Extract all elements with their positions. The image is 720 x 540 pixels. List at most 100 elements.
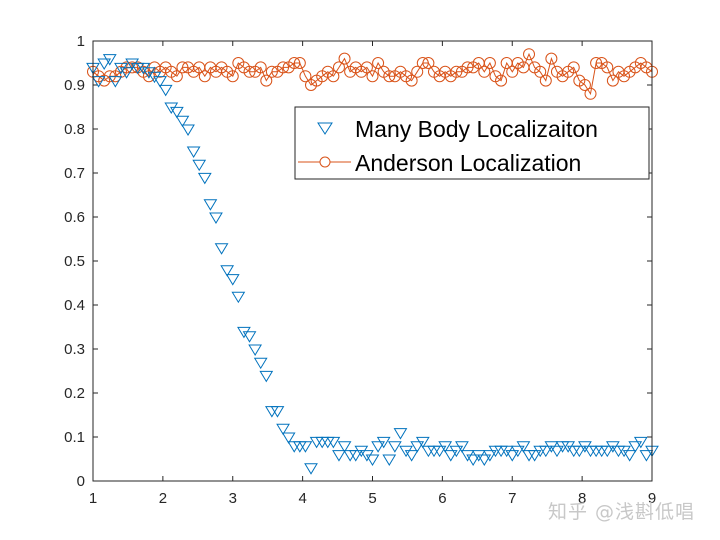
circle-marker-icon (405, 74, 418, 87)
circle-marker-icon (416, 57, 429, 69)
triangle-down-marker-icon (455, 441, 469, 453)
circle-marker-icon (495, 74, 508, 87)
triangle-down-marker-icon (317, 122, 333, 135)
legend: Many Body Localizaiton Anderson Localiza… (294, 106, 650, 180)
triangle-down-marker-icon (415, 436, 430, 449)
circle-marker-icon (383, 70, 396, 83)
circle-marker-icon (243, 65, 256, 78)
triangle-down-marker-icon (169, 106, 184, 119)
triangle-down-marker-icon (142, 67, 156, 79)
triangle-down-marker-icon (186, 146, 201, 158)
legend-box (294, 106, 650, 180)
circle-marker-icon (534, 65, 547, 78)
legend-label-anderson: Anderson Localization (355, 150, 581, 176)
triangle-down-marker-icon (253, 357, 268, 370)
triangle-down-marker-icon (304, 463, 318, 475)
anderson-line (92, 52, 653, 96)
y-tick-label: 0.5 (64, 253, 85, 270)
y-axis-ticks: 0 0.1 0.2 0.3 0.4 0.5 0.6 0.7 0.8 0.9 1 (64, 33, 652, 490)
triangle-down-marker-icon (270, 406, 285, 418)
y-tick-label: 0.4 (64, 297, 85, 314)
circle-marker-icon (293, 57, 306, 69)
circle-marker-icon (176, 61, 189, 74)
triangle-down-marker-icon (248, 344, 262, 356)
triangle-down-marker-icon (125, 58, 140, 70)
triangle-down-marker-icon (393, 428, 408, 440)
circle-marker-icon (360, 61, 373, 74)
circle-marker-icon (319, 156, 331, 168)
triangle-down-marker-icon (404, 450, 419, 462)
circle-marker-icon (299, 70, 312, 83)
triangle-down-marker-icon (354, 445, 369, 458)
triangle-down-marker-icon (466, 454, 481, 466)
triangle-down-marker-icon (449, 445, 464, 458)
circle-marker-icon (567, 61, 580, 74)
y-tick-label: 0.2 (64, 385, 85, 402)
x-tick-label: 4 (298, 490, 306, 507)
circle-marker-icon (198, 70, 211, 83)
triangle-down-marker-icon (510, 445, 525, 458)
circle-marker-icon (366, 70, 379, 83)
circle-marker-icon (422, 57, 435, 69)
y-tick-label: 0.6 (64, 209, 85, 226)
triangle-down-marker-icon (477, 454, 492, 466)
triangle-down-marker-icon (622, 450, 637, 462)
triangle-down-marker-icon (209, 212, 223, 224)
y-tick-label: 0.8 (64, 121, 85, 138)
triangle-down-marker-icon (181, 124, 195, 136)
circle-marker-icon (539, 74, 552, 87)
circle-marker-icon (338, 52, 351, 65)
triangle-down-marker-icon (471, 450, 486, 462)
legend-label-mbl: Many Body Localizaiton (355, 116, 598, 142)
triangle-down-marker-icon (225, 274, 240, 286)
triangle-down-marker-icon (460, 450, 475, 462)
triangle-down-marker-icon (600, 445, 615, 458)
x-tick-label: 9 (648, 490, 656, 507)
triangle-down-marker-icon (203, 199, 218, 211)
triangle-down-marker-icon (242, 331, 257, 343)
triangle-down-marker-icon (326, 436, 341, 449)
axes-box (92, 40, 653, 482)
triangle-down-marker-icon (164, 102, 179, 114)
circle-marker-icon (260, 74, 273, 87)
circle-marker-icon (584, 87, 597, 100)
x-tick-label: 7 (508, 490, 516, 507)
x-tick-label: 8 (578, 490, 586, 507)
triangle-down-marker-icon (382, 454, 397, 466)
triangle-down-marker-icon (432, 445, 447, 458)
circle-marker-icon (327, 70, 340, 83)
circle-marker-icon (411, 65, 424, 78)
triangle-down-marker-icon (516, 441, 531, 453)
triangle-down-marker-icon (119, 67, 134, 79)
triangle-down-marker-icon (237, 326, 251, 339)
y-tick-label: 0 (77, 473, 85, 490)
circle-marker-icon (545, 52, 558, 65)
triangle-down-marker-icon (231, 291, 246, 304)
triangle-down-marker-icon (550, 445, 564, 458)
triangle-down-marker-icon (371, 441, 385, 453)
circle-marker-icon (461, 61, 474, 74)
triangle-down-marker-icon (281, 432, 296, 444)
triangle-down-marker-icon (108, 76, 123, 88)
triangle-down-marker-icon (376, 436, 391, 449)
legend-item-anderson: Anderson Localization (298, 150, 581, 176)
triangle-down-marker-icon (332, 450, 346, 462)
triangle-down-marker-icon (499, 445, 514, 458)
circle-marker-icon (590, 57, 603, 69)
x-tick-label: 1 (89, 490, 97, 507)
y-tick-label: 1 (77, 33, 85, 50)
watermark: 知乎 @浅斟低唱 (548, 501, 696, 523)
circle-marker-icon (523, 48, 536, 61)
triangle-down-marker-icon (561, 441, 576, 453)
triangle-down-marker-icon (175, 115, 190, 128)
triangle-down-marker-icon (220, 265, 235, 277)
triangle-down-marker-icon (114, 62, 128, 75)
triangle-down-marker-icon (527, 450, 542, 462)
triangle-down-marker-icon (399, 445, 413, 458)
triangle-down-marker-icon (136, 62, 151, 75)
triangle-down-marker-icon (443, 450, 458, 462)
triangle-down-marker-icon (97, 58, 112, 70)
triangle-down-marker-icon (505, 450, 520, 462)
x-axis-ticks: 1 2 3 4 5 6 7 8 9 (89, 41, 656, 507)
triangle-down-marker-icon (365, 454, 380, 466)
